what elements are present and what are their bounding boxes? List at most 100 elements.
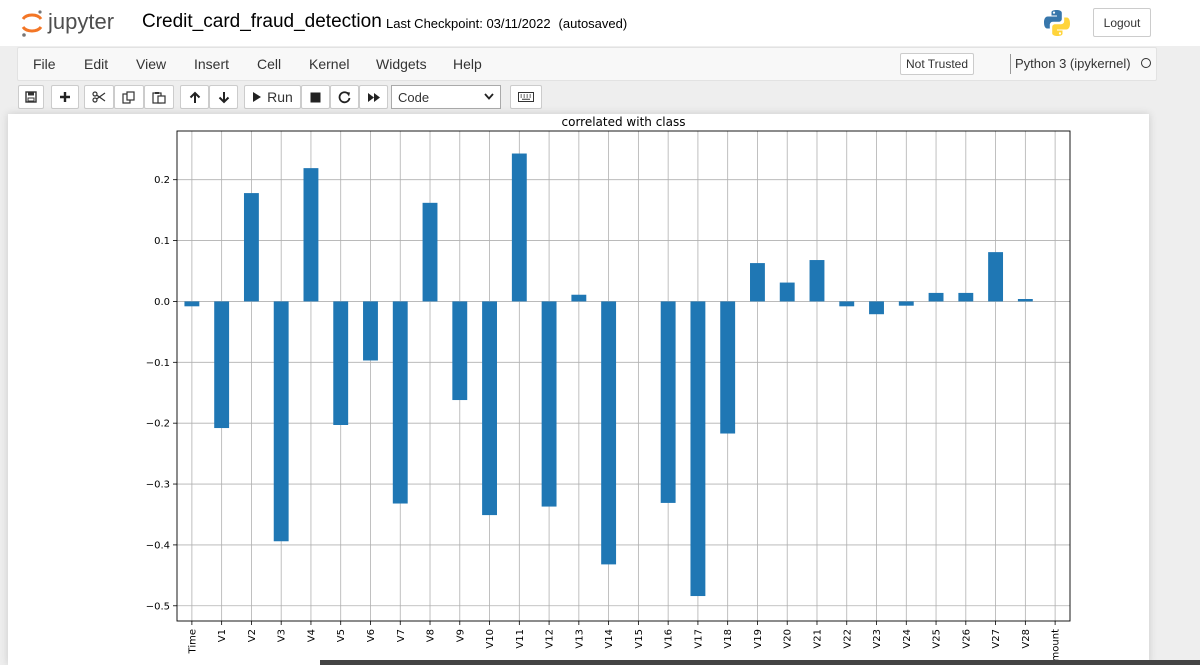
- x-tick-label: V16: [664, 629, 675, 649]
- play-icon: [253, 92, 262, 102]
- grid-lines: [177, 131, 1070, 621]
- bar-v8: [422, 202, 438, 302]
- interrupt-kernel-button[interactable]: [301, 85, 330, 109]
- x-tick-label: V18: [723, 629, 734, 649]
- horizontal-scrollbar[interactable]: [320, 660, 1200, 665]
- bar-v12: [541, 301, 557, 507]
- menu-insert[interactable]: Insert: [194, 56, 230, 72]
- bars: [184, 153, 1033, 597]
- x-tick-label: V14: [604, 629, 615, 649]
- notebook-title[interactable]: Credit_card_fraud_detection: [142, 11, 382, 32]
- kernel-idle-indicator-icon: [1141, 58, 1151, 68]
- x-tick-label: V28: [1021, 629, 1032, 649]
- menu-help[interactable]: Help: [453, 56, 482, 72]
- jupyter-logo[interactable]: jupyter: [20, 8, 130, 38]
- bar-v20: [779, 282, 795, 302]
- save-icon: [25, 91, 37, 103]
- cell-type-select[interactable]: Code: [391, 85, 501, 109]
- move-cell-down-button[interactable]: [209, 85, 238, 109]
- bar-v24: [898, 301, 914, 306]
- bar-v25: [928, 292, 944, 302]
- arrow-up-icon: [189, 91, 200, 103]
- menubar: File Edit View Insert Cell Kernel Widget…: [17, 47, 1157, 81]
- copy-icon: [122, 90, 135, 104]
- y-tick-label: −0.5: [146, 601, 170, 612]
- paste-button[interactable]: [144, 85, 174, 109]
- y-tick-label: 0.2: [154, 175, 170, 186]
- x-tick-label: V10: [485, 629, 496, 649]
- restart-icon: [338, 90, 351, 103]
- y-tick-label: −0.2: [146, 419, 170, 430]
- x-tick-label: V25: [932, 629, 943, 649]
- restart-run-all-button[interactable]: [359, 85, 388, 109]
- menu-file[interactable]: File: [33, 56, 56, 72]
- save-button[interactable]: [18, 85, 44, 109]
- run-button[interactable]: Run: [244, 85, 301, 109]
- trust-indicator-button[interactable]: Not Trusted: [900, 53, 975, 75]
- kernel-name[interactable]: Python 3 (ipykernel): [1015, 56, 1131, 71]
- autosaved-text: (autosaved): [558, 16, 628, 31]
- x-tick-label: V13: [574, 629, 585, 649]
- x-tick-label: V7: [396, 629, 407, 642]
- x-tick-label: V19: [753, 629, 764, 649]
- menu-edit[interactable]: Edit: [84, 56, 109, 72]
- header: jupyter Credit_card_fraud_detection Last…: [0, 0, 1200, 46]
- bar-v18: [720, 301, 736, 434]
- cell-type-value: Code: [398, 90, 430, 105]
- checkpoint-status: Last Checkpoint: 03/11/2022 (autosaved): [386, 16, 627, 31]
- x-tick-label: V22: [842, 629, 853, 649]
- x-tick-label: V1: [217, 629, 228, 642]
- menu-view[interactable]: View: [136, 56, 167, 72]
- logout-button[interactable]: Logout: [1093, 8, 1151, 37]
- bar-v9: [452, 301, 468, 401]
- x-tick-label: V4: [306, 629, 317, 642]
- bar-v2: [243, 193, 259, 302]
- x-tick-label: V15: [634, 629, 645, 649]
- axes: 0.2 0.1 0.0 −0.1 −0.2 −0.3 −0.4 −0.5 Time V1 V2 V3 V…: [146, 130, 1071, 662]
- run-label: Run: [267, 89, 293, 105]
- y-tick-label: −0.1: [146, 358, 170, 369]
- copy-button[interactable]: [114, 85, 144, 109]
- x-tick-label: V27: [991, 629, 1002, 649]
- x-tick-label: mount: [1051, 629, 1062, 662]
- command-palette-button[interactable]: [510, 85, 542, 109]
- bar-v21: [809, 260, 825, 302]
- x-tick-label: V6: [366, 629, 377, 642]
- x-tick-label: V2: [247, 629, 258, 642]
- bar-v13: [571, 294, 587, 302]
- chevron-down-icon: [484, 93, 494, 100]
- x-tick-label: Time: [187, 629, 198, 654]
- bar-v11: [511, 153, 527, 302]
- checkpoint-text: Last Checkpoint: 03/11/2022: [386, 16, 551, 31]
- cut-icon: [92, 91, 106, 103]
- bar-v5: [333, 301, 349, 425]
- bar-v7: [392, 301, 408, 504]
- x-tick-label: V23: [872, 629, 883, 649]
- x-tick-label: V12: [545, 629, 556, 649]
- bar-v22: [839, 301, 855, 307]
- y-tick-label: 0.0: [154, 297, 170, 308]
- x-tick-label: V17: [693, 629, 704, 649]
- x-tick-label: V5: [336, 629, 347, 642]
- toolbar: Run: [0, 81, 1200, 113]
- bar-v4: [303, 168, 319, 302]
- menu-kernel[interactable]: Kernel: [309, 56, 350, 72]
- bar-v17: [690, 301, 706, 597]
- x-tick-label: V3: [277, 629, 288, 642]
- bar-chart: correlated with class 0.2 0.1 0.0 −0.1 −0.2 −…: [146, 115, 1071, 662]
- fast-forward-icon: [367, 92, 380, 102]
- y-tick-label: 0.1: [154, 236, 170, 247]
- restart-kernel-button[interactable]: [330, 85, 359, 109]
- insert-cell-button[interactable]: [51, 85, 79, 109]
- cut-button[interactable]: [84, 85, 114, 109]
- menu-widgets[interactable]: Widgets: [376, 56, 427, 72]
- chart-title: correlated with class: [562, 115, 686, 129]
- x-tick-label: V20: [783, 629, 794, 649]
- x-tick-label: V24: [902, 629, 913, 649]
- bar-v19: [750, 263, 765, 302]
- keyboard-icon: [518, 92, 534, 102]
- move-cell-up-button[interactable]: [180, 85, 209, 109]
- menu-cell[interactable]: Cell: [257, 56, 282, 72]
- python-logo-icon: [1044, 10, 1070, 36]
- bar-v26: [958, 292, 974, 302]
